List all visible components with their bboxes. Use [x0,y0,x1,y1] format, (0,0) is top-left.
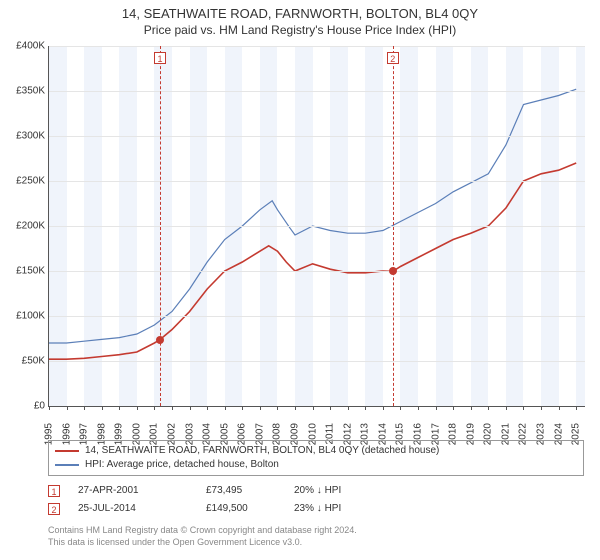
gridline [49,181,585,182]
legend-label-blue: HPI: Average price, detached house, Bolt… [85,458,279,472]
x-tick [488,406,489,410]
x-tick [277,406,278,410]
sale-date: 27-APR-2001 [78,482,188,500]
x-tick [418,406,419,410]
y-axis-label: £50K [1,356,45,367]
x-tick [137,406,138,410]
x-tick [242,406,243,410]
legend-row-blue: HPI: Average price, detached house, Bolt… [55,458,577,472]
x-tick [295,406,296,410]
event-dot-icon [156,336,164,344]
x-tick [383,406,384,410]
chart-title: 14, SEATHWAITE ROAD, FARNWORTH, BOLTON, … [0,0,600,21]
x-tick [190,406,191,410]
legend-swatch-blue [55,464,79,466]
x-tick [523,406,524,410]
gridline [49,361,585,362]
x-tick [541,406,542,410]
footer-line: This data is licensed under the Open Gov… [48,536,584,548]
event-marker-icon: 1 [154,52,166,64]
x-tick [84,406,85,410]
x-tick [436,406,437,410]
plot-area: £0£50K£100K£150K£200K£250K£300K£350K£400… [48,46,585,407]
y-axis-label: £200K [1,221,45,232]
y-axis-label: £250K [1,176,45,187]
footer-line: Contains HM Land Registry data © Crown c… [48,524,584,536]
x-tick [49,406,50,410]
x-tick [119,406,120,410]
x-tick [365,406,366,410]
sale-row: 2 25-JUL-2014 £149,500 23% ↓ HPI [48,500,584,518]
legend-row-red: 14, SEATHWAITE ROAD, FARNWORTH, BOLTON, … [55,444,577,458]
x-tick [330,406,331,410]
legend-label-red: 14, SEATHWAITE ROAD, FARNWORTH, BOLTON, … [85,444,439,458]
footer-text: Contains HM Land Registry data © Crown c… [48,524,584,548]
y-axis-label: £300K [1,131,45,142]
x-tick [207,406,208,410]
x-tick [453,406,454,410]
gridline [49,46,585,47]
sale-delta: 20% ↓ HPI [294,482,341,500]
y-axis-label: £350K [1,86,45,97]
event-marker-icon: 2 [387,52,399,64]
chart-container: 14, SEATHWAITE ROAD, FARNWORTH, BOLTON, … [0,0,600,560]
legend-swatch-red [55,450,79,452]
gridline [49,226,585,227]
gridline [49,91,585,92]
y-axis-label: £100K [1,311,45,322]
legend-and-footer: 14, SEATHWAITE ROAD, FARNWORTH, BOLTON, … [48,440,584,548]
x-tick [576,406,577,410]
sale-date: 25-JUL-2014 [78,500,188,518]
event-vline [160,46,161,406]
gridline [49,316,585,317]
gridline [49,271,585,272]
sale-price: £149,500 [206,500,276,518]
chart-subtitle: Price paid vs. HM Land Registry's House … [0,21,600,41]
sale-price: £73,495 [206,482,276,500]
series-red [49,163,576,359]
x-tick [559,406,560,410]
event-dot-icon [389,267,397,275]
sale-marker-icon: 1 [48,485,60,497]
legend-box: 14, SEATHWAITE ROAD, FARNWORTH, BOLTON, … [48,440,584,476]
x-tick [400,406,401,410]
event-vline [393,46,394,406]
gridline [49,136,585,137]
x-tick [225,406,226,410]
x-tick [102,406,103,410]
x-tick [348,406,349,410]
y-axis-label: £400K [1,41,45,52]
x-tick [313,406,314,410]
sale-marker-icon: 2 [48,503,60,515]
sales-table: 1 27-APR-2001 £73,495 20% ↓ HPI 2 25-JUL… [48,482,584,518]
y-axis-label: £150K [1,266,45,277]
sale-delta: 23% ↓ HPI [294,500,341,518]
sale-row: 1 27-APR-2001 £73,495 20% ↓ HPI [48,482,584,500]
x-tick [67,406,68,410]
x-tick [506,406,507,410]
x-tick [154,406,155,410]
y-axis-label: £0 [1,401,45,412]
x-tick [260,406,261,410]
x-tick [471,406,472,410]
x-tick [172,406,173,410]
